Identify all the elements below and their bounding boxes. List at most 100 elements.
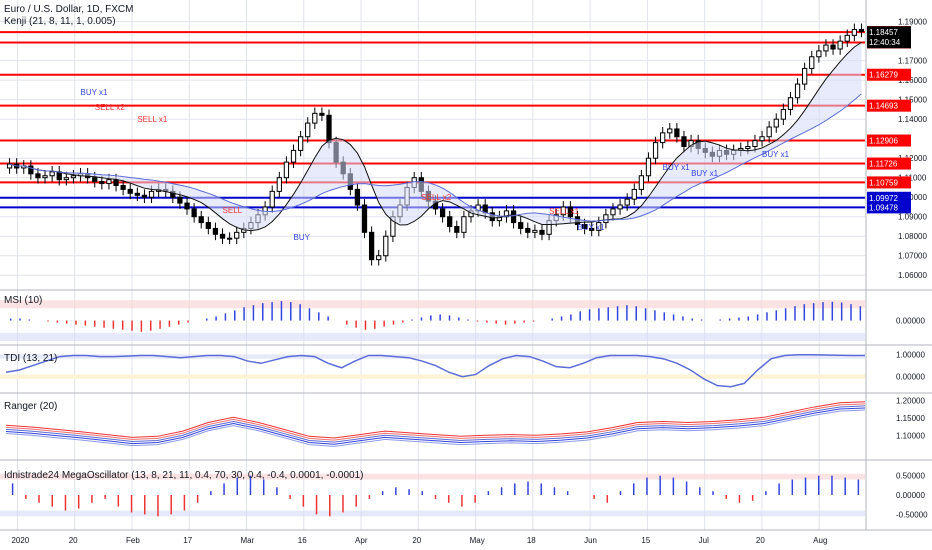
time-tick-label: 20 (756, 536, 765, 545)
candle-body (148, 190, 155, 198)
candle-body (525, 227, 531, 233)
candle-body (596, 222, 602, 231)
mega-title: Idnistrade24 MegaOscillator (13, 8, 21, … (4, 470, 363, 481)
red-level-label: 1.10759 (869, 178, 898, 187)
signal-label: BUY x1 (81, 88, 109, 97)
red-level-label: 1.16279 (869, 71, 898, 80)
candle-body (439, 208, 446, 218)
time-tick-label: 15 (641, 536, 650, 545)
candle-body (603, 214, 609, 224)
msi-lower-zone (0, 332, 865, 341)
tdi-line (5, 354, 865, 388)
candle-body (844, 34, 850, 42)
signal-label: SELL x2 (95, 103, 125, 112)
candle-body (92, 177, 98, 183)
price-tick-label: 1.07000 (898, 252, 927, 261)
indicator-tick-label: -0.50000 (896, 510, 928, 519)
ma-band (9, 42, 862, 231)
signal-label: SELL x2 (421, 193, 451, 202)
candle-body (752, 140, 758, 148)
red-level-label: 1.11726 (869, 160, 898, 169)
candle-body (780, 108, 786, 120)
symbol-title: Euro / U.S. Dollar, 1D, FXCM (4, 4, 133, 15)
current-price-bg (867, 26, 911, 49)
tdi-title: TDI (13, 21) (4, 353, 57, 364)
candle-body (134, 192, 140, 196)
signal-label: SELL x1 (137, 115, 167, 124)
grid (0, 0, 865, 530)
candle-body (191, 208, 197, 218)
candle-body (127, 188, 133, 194)
price-tick-label: 1.12000 (898, 154, 927, 163)
red-level-label-bg (867, 99, 911, 112)
slow-ma-line (9, 93, 862, 222)
candle-body (326, 114, 332, 144)
candle-body (283, 161, 290, 179)
ranger-title: Ranger (20) (4, 401, 57, 412)
time-axis: 2020 20 Feb 17 Mar 16 Apr 20 May 18 Jun 15 Jul 20 Aug (11, 536, 827, 545)
candle-body (290, 149, 297, 163)
indicator-tick-label: 0.00000 (896, 491, 925, 500)
candle-body (823, 44, 829, 52)
candle-body (454, 225, 460, 233)
candle-body (816, 50, 822, 58)
candle-body (581, 224, 588, 229)
time-tick-label: Feb (126, 536, 140, 545)
signal-label: SELL (223, 206, 243, 215)
candle-body (766, 126, 772, 138)
time-tick-label: Jul (699, 536, 709, 545)
candle-body (447, 216, 453, 227)
indicators: SELL x2 SELL x1 BUY x1 SELL BUY SELL x2 SELL x… (0, 41, 866, 517)
fast-ma-line (9, 41, 862, 232)
msi-title: MSI (10) (4, 295, 42, 306)
candle-body (802, 67, 808, 85)
candle-body (518, 222, 524, 229)
blue-level-label: 1.09478 (869, 203, 898, 212)
candle-body (56, 171, 62, 181)
candle-body (226, 237, 233, 240)
red-level-label-bg (867, 134, 911, 147)
time-tick-label: 20 (69, 536, 78, 545)
candle-body (276, 177, 282, 192)
mega-upper-zone (0, 473, 865, 480)
indicator-tick-label: 0.50000 (896, 472, 925, 481)
ranger-line (5, 405, 866, 443)
blue-level-label-bg (867, 201, 911, 214)
indicator-tick-label: 0.00000 (896, 373, 925, 382)
price-tick-label: 1.06000 (898, 271, 927, 280)
candle-body (589, 227, 595, 231)
candle-body (35, 173, 41, 179)
time-tick-label: 18 (527, 536, 536, 545)
candle-body (106, 179, 112, 185)
signal-label: BUY (294, 233, 311, 242)
red-level-label-bg (867, 68, 911, 81)
panes (0, 0, 932, 531)
candle-body (667, 128, 673, 134)
price-axis: 1.19000 1.17000 1.16000 1.15000 1.14000 1.120… (867, 18, 928, 519)
countdown-label: 12:40:34 (869, 38, 901, 47)
candle-body (70, 175, 77, 179)
candle-body (631, 188, 637, 200)
price-tick-label: 1.10000 (898, 193, 927, 202)
signal-label: BUY x1 (663, 163, 691, 172)
candle-body (212, 227, 219, 235)
candle-body (851, 28, 857, 36)
candle-body (120, 185, 126, 190)
red-level-label: 1.12906 (869, 137, 898, 146)
candle-body (219, 233, 226, 239)
signal-label: BUY x1 (762, 150, 790, 159)
candle-body (376, 255, 382, 261)
candle-body (198, 216, 204, 224)
blue-level-label-bg (867, 191, 911, 204)
candle-body (461, 216, 467, 233)
tdi-mid-zone (0, 374, 865, 379)
candle-body (830, 44, 836, 50)
indicator-tick-label: 1.10000 (896, 431, 925, 440)
time-tick-label: 2020 (11, 536, 29, 545)
candle-body (858, 28, 865, 32)
ranger-line (5, 409, 866, 447)
time-tick-label: Jun (584, 536, 597, 545)
signal-label: BUY x1 (577, 223, 605, 232)
candle-body (368, 231, 375, 261)
